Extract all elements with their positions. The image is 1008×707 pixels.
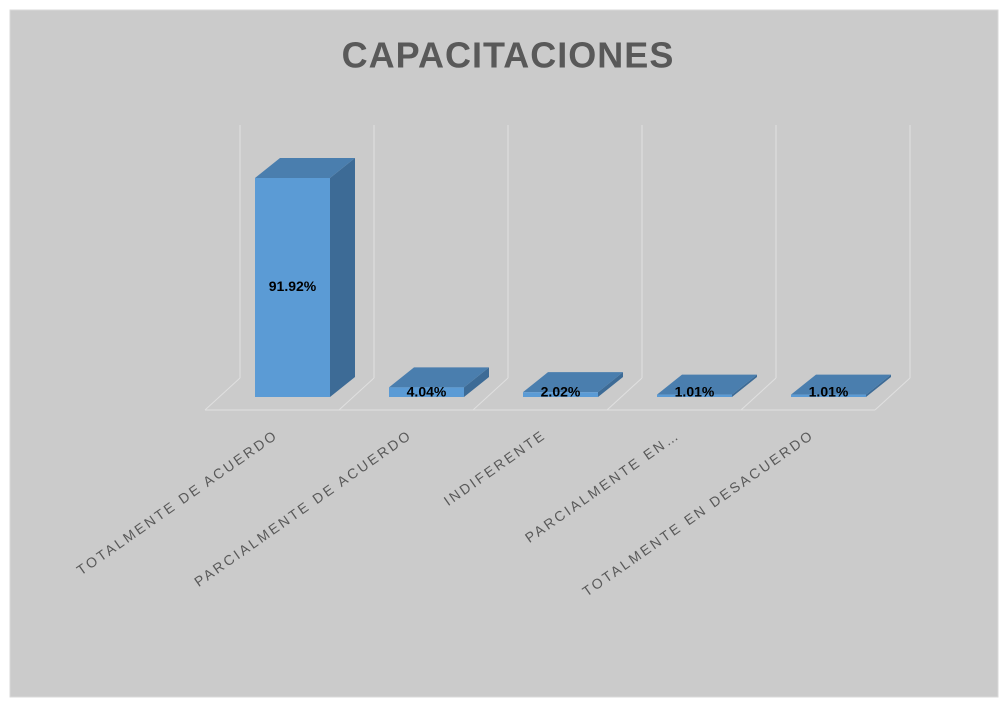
data-label: 4.04% bbox=[407, 384, 447, 400]
bar-front bbox=[791, 394, 866, 397]
bar-side bbox=[330, 158, 355, 397]
chart-background bbox=[9, 9, 999, 698]
bar bbox=[255, 158, 355, 397]
bar-top bbox=[255, 158, 355, 178]
bar-side bbox=[732, 374, 757, 397]
floor-line bbox=[740, 377, 777, 411]
floor-line bbox=[472, 377, 509, 411]
bar-top bbox=[791, 374, 891, 395]
bar-front bbox=[389, 387, 464, 397]
data-label: 91.92% bbox=[269, 278, 317, 294]
floor-line bbox=[204, 377, 241, 411]
floor-line bbox=[874, 377, 911, 411]
bar bbox=[791, 374, 891, 397]
bar-front bbox=[657, 394, 732, 397]
data-label: 2.02% bbox=[541, 384, 581, 400]
bar-side bbox=[866, 374, 891, 397]
data-label: 1.01% bbox=[809, 384, 849, 400]
bar bbox=[657, 374, 757, 397]
floor-line bbox=[606, 377, 643, 411]
bar-side bbox=[598, 372, 623, 397]
bar bbox=[389, 367, 489, 397]
bar-side bbox=[464, 367, 489, 397]
bar-top bbox=[657, 374, 757, 395]
bar-front bbox=[255, 178, 330, 397]
floor-line bbox=[338, 377, 375, 411]
data-label: 1.01% bbox=[675, 384, 715, 400]
bar-top bbox=[523, 372, 623, 393]
bar-front bbox=[523, 392, 598, 397]
bar bbox=[523, 372, 623, 397]
chart-title: CAPACITACIONES bbox=[342, 35, 675, 76]
bar-top bbox=[389, 367, 489, 388]
